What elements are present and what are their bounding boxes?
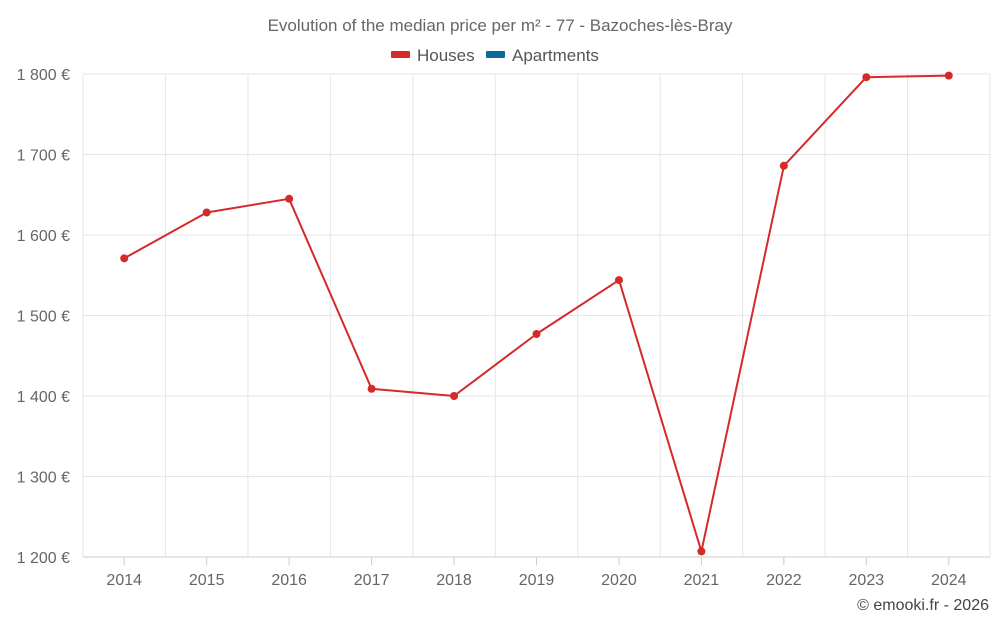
y-tick-label: 1 700 € bbox=[17, 148, 70, 165]
data-point-houses-2023[interactable] bbox=[862, 73, 871, 82]
grid bbox=[82, 73, 991, 558]
data-point-houses-2017[interactable] bbox=[367, 384, 376, 393]
x-tick-label: 2017 bbox=[354, 572, 390, 589]
x-tick-label: 2018 bbox=[436, 572, 472, 589]
y-tick-label: 1 500 € bbox=[17, 309, 70, 326]
legend-item-houses[interactable]: Houses bbox=[391, 46, 475, 65]
y-tick-label: 1 600 € bbox=[17, 228, 70, 245]
y-tick-label: 1 300 € bbox=[17, 470, 70, 487]
x-tick-label: 2019 bbox=[519, 572, 555, 589]
x-tick-label: 2023 bbox=[849, 572, 885, 589]
series-houses bbox=[120, 71, 953, 556]
x-tick-label: 2021 bbox=[684, 572, 720, 589]
legend: Houses Apartments bbox=[391, 46, 599, 65]
data-point-houses-2019[interactable] bbox=[532, 330, 541, 339]
data-point-houses-2021[interactable] bbox=[697, 547, 706, 556]
data-point-houses-2016[interactable] bbox=[285, 194, 294, 203]
data-point-houses-2024[interactable] bbox=[944, 71, 953, 80]
chart-title: Evolution of the median price per m² - 7… bbox=[268, 16, 733, 35]
x-tick-label: 2024 bbox=[931, 572, 967, 589]
x-axis-ticks: 2014 2015 2016 2017 2018 2019 2020 2021 2022 2023… bbox=[106, 557, 967, 589]
data-point-houses-2014[interactable] bbox=[120, 254, 129, 263]
legend-label-apartments: Apartments bbox=[512, 46, 599, 65]
x-tick-label: 2022 bbox=[766, 572, 802, 589]
x-tick-label: 2016 bbox=[271, 572, 307, 589]
legend-item-apartments[interactable]: Apartments bbox=[486, 46, 599, 65]
y-tick-label: 1 400 € bbox=[17, 389, 70, 406]
data-point-houses-2018[interactable] bbox=[450, 392, 459, 400]
x-tick-label: 2020 bbox=[601, 572, 637, 589]
legend-swatch-apartments bbox=[486, 51, 505, 58]
y-tick-label: 1 800 € bbox=[17, 67, 70, 84]
y-tick-label: 1 200 € bbox=[17, 550, 70, 567]
credit-text: © emooki.fr - 2026 bbox=[857, 597, 989, 614]
legend-swatch-houses bbox=[391, 51, 410, 58]
x-tick-label: 2014 bbox=[106, 572, 142, 589]
data-point-houses-2020[interactable] bbox=[614, 276, 623, 285]
data-point-houses-2015[interactable] bbox=[202, 208, 211, 217]
x-tick-label: 2015 bbox=[189, 572, 225, 589]
legend-label-houses: Houses bbox=[417, 46, 475, 65]
data-point-houses-2022[interactable] bbox=[779, 161, 788, 170]
y-axis-ticks: 1 200 € 1 300 € 1 400 € 1 500 € 1 600 € 1 700… bbox=[17, 67, 70, 567]
